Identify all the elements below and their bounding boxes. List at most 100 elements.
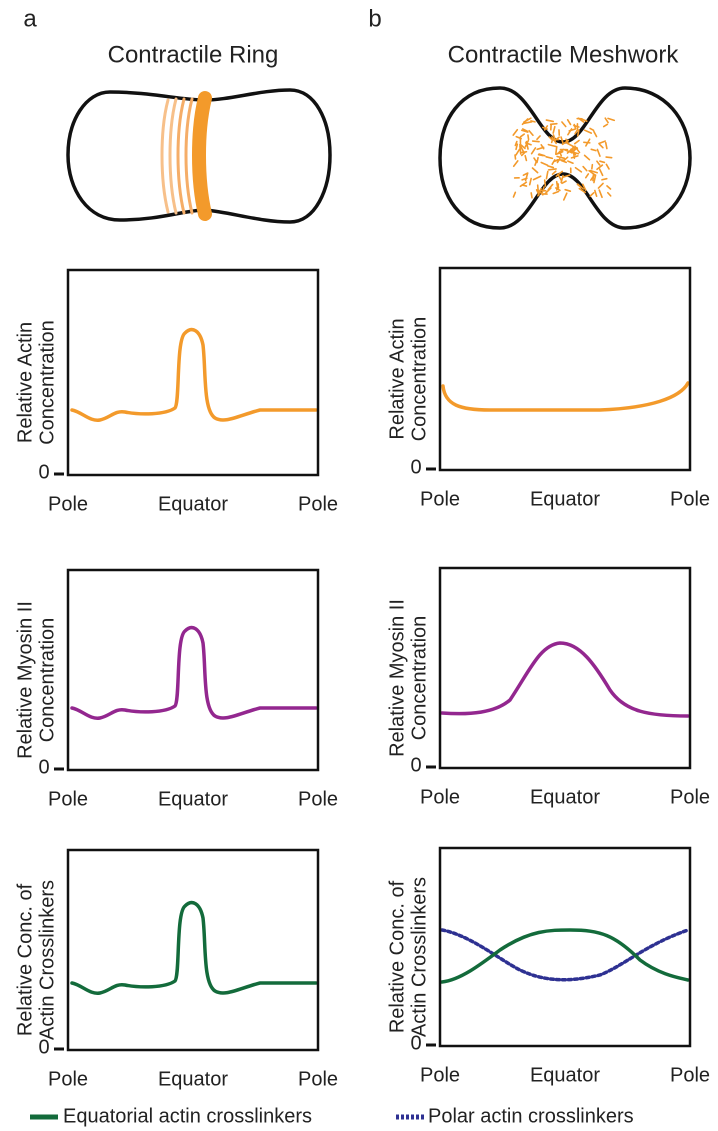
actin-filament bbox=[602, 123, 609, 128]
actin-filament bbox=[514, 154, 517, 160]
crosslinker-curve bbox=[70, 901, 318, 995]
actin-filament bbox=[552, 134, 556, 140]
y-axis-label: Relative Actin bbox=[14, 322, 36, 443]
y-axis-label: Actin Crosslinkers bbox=[408, 877, 430, 1037]
actin-filament bbox=[581, 183, 587, 192]
actin-filament bbox=[537, 153, 544, 157]
y-axis-label: Relative Myosin II bbox=[14, 601, 36, 759]
actin-filament bbox=[601, 177, 608, 181]
actin-filament bbox=[605, 156, 613, 159]
panel-title: Contractile Ring bbox=[108, 41, 279, 68]
actin-filament bbox=[531, 167, 539, 174]
actin-filament bbox=[537, 187, 542, 197]
actin-filament bbox=[524, 172, 529, 182]
actin-filament bbox=[606, 185, 612, 190]
actin-filament bbox=[561, 180, 567, 185]
actin-filament bbox=[573, 124, 580, 128]
x-axis-label: Pole bbox=[48, 788, 88, 810]
actin-filament bbox=[532, 175, 542, 181]
actin-filament bbox=[604, 117, 609, 124]
x-axis-label: Pole bbox=[670, 786, 710, 808]
x-axis-label: Pole bbox=[670, 488, 710, 510]
contractile-ring bbox=[160, 91, 212, 221]
actin-filament bbox=[607, 117, 616, 122]
actin-filament bbox=[577, 117, 585, 123]
actin-filament bbox=[555, 187, 561, 192]
actin-filament bbox=[514, 140, 518, 147]
plot-frame bbox=[438, 846, 692, 1048]
actin-filament bbox=[570, 147, 576, 152]
actin-filament bbox=[519, 143, 525, 153]
x-axis-label: Equator bbox=[530, 488, 600, 510]
y-axis-label: Relative Myosin II bbox=[386, 599, 408, 757]
x-axis-label: Pole bbox=[48, 1068, 88, 1090]
actin-filament bbox=[597, 182, 604, 189]
x-axis-label: Pole bbox=[298, 1068, 338, 1090]
actin-filament bbox=[524, 154, 528, 162]
actin-filament bbox=[520, 151, 526, 157]
actin-filament bbox=[515, 143, 519, 151]
actin-filament bbox=[561, 121, 567, 128]
actin-filament bbox=[556, 157, 561, 164]
x-axis-label: Pole bbox=[670, 1064, 710, 1086]
actin-filament bbox=[552, 125, 556, 134]
actin-filament bbox=[582, 165, 588, 172]
x-axis-label: Pole bbox=[420, 1064, 460, 1086]
meshwork bbox=[512, 117, 616, 201]
x-axis-label: Pole bbox=[48, 493, 88, 515]
actin-curve bbox=[441, 381, 690, 412]
actin-filament bbox=[562, 174, 571, 178]
cell-outline bbox=[66, 88, 332, 224]
actin-filament bbox=[537, 189, 544, 196]
actin-filament bbox=[555, 145, 558, 156]
actin-filament bbox=[555, 170, 564, 177]
plot-frame bbox=[66, 268, 320, 477]
x-axis-label: Equator bbox=[158, 493, 228, 515]
actin-filament bbox=[593, 130, 598, 138]
actin-filament bbox=[536, 156, 539, 164]
actin-filament bbox=[528, 129, 534, 137]
actin-filament bbox=[528, 177, 532, 186]
actin-filament bbox=[519, 145, 522, 155]
actin-filament bbox=[530, 147, 537, 155]
actin-filament bbox=[596, 164, 604, 171]
panel-title: Contractile Meshwork bbox=[448, 41, 680, 68]
myosin-curve bbox=[440, 641, 690, 718]
actin-filament bbox=[589, 192, 595, 197]
actin-filament bbox=[593, 174, 597, 184]
x-axis-label: Pole bbox=[420, 488, 460, 510]
actin-filament bbox=[536, 135, 541, 141]
x-axis-label: Equator bbox=[530, 786, 600, 808]
actin-filament bbox=[590, 173, 596, 181]
actin-filament bbox=[545, 119, 555, 123]
y-axis-label: Concentration bbox=[36, 320, 58, 445]
actin-filament bbox=[590, 148, 597, 152]
cell-outline bbox=[438, 86, 692, 230]
actin-filament bbox=[542, 126, 549, 130]
actin-filament bbox=[598, 168, 604, 177]
actin-filament bbox=[574, 145, 581, 154]
actin-filament bbox=[583, 129, 593, 134]
actin-filament bbox=[591, 163, 594, 170]
actin-filament bbox=[534, 160, 538, 166]
actin-filament bbox=[564, 188, 572, 192]
actin-filament bbox=[527, 134, 530, 141]
actin-filament bbox=[523, 121, 533, 125]
zero-label: 0 bbox=[38, 461, 49, 483]
actin-filament bbox=[574, 166, 583, 173]
actin-filament bbox=[547, 183, 554, 191]
actin-filament bbox=[556, 148, 565, 155]
y-axis-label: Concentration bbox=[408, 317, 430, 442]
actin-filament bbox=[578, 187, 586, 194]
actin-filament bbox=[589, 169, 599, 174]
actin-filament bbox=[536, 146, 545, 151]
actin-filament bbox=[547, 168, 557, 171]
panel-label: b bbox=[368, 5, 381, 32]
actin-filament bbox=[550, 137, 554, 144]
actin-filament bbox=[604, 141, 608, 150]
actin-filament bbox=[521, 118, 529, 126]
actin-filament bbox=[551, 170, 557, 175]
actin-filament bbox=[596, 160, 601, 166]
actin-filament bbox=[544, 187, 552, 195]
